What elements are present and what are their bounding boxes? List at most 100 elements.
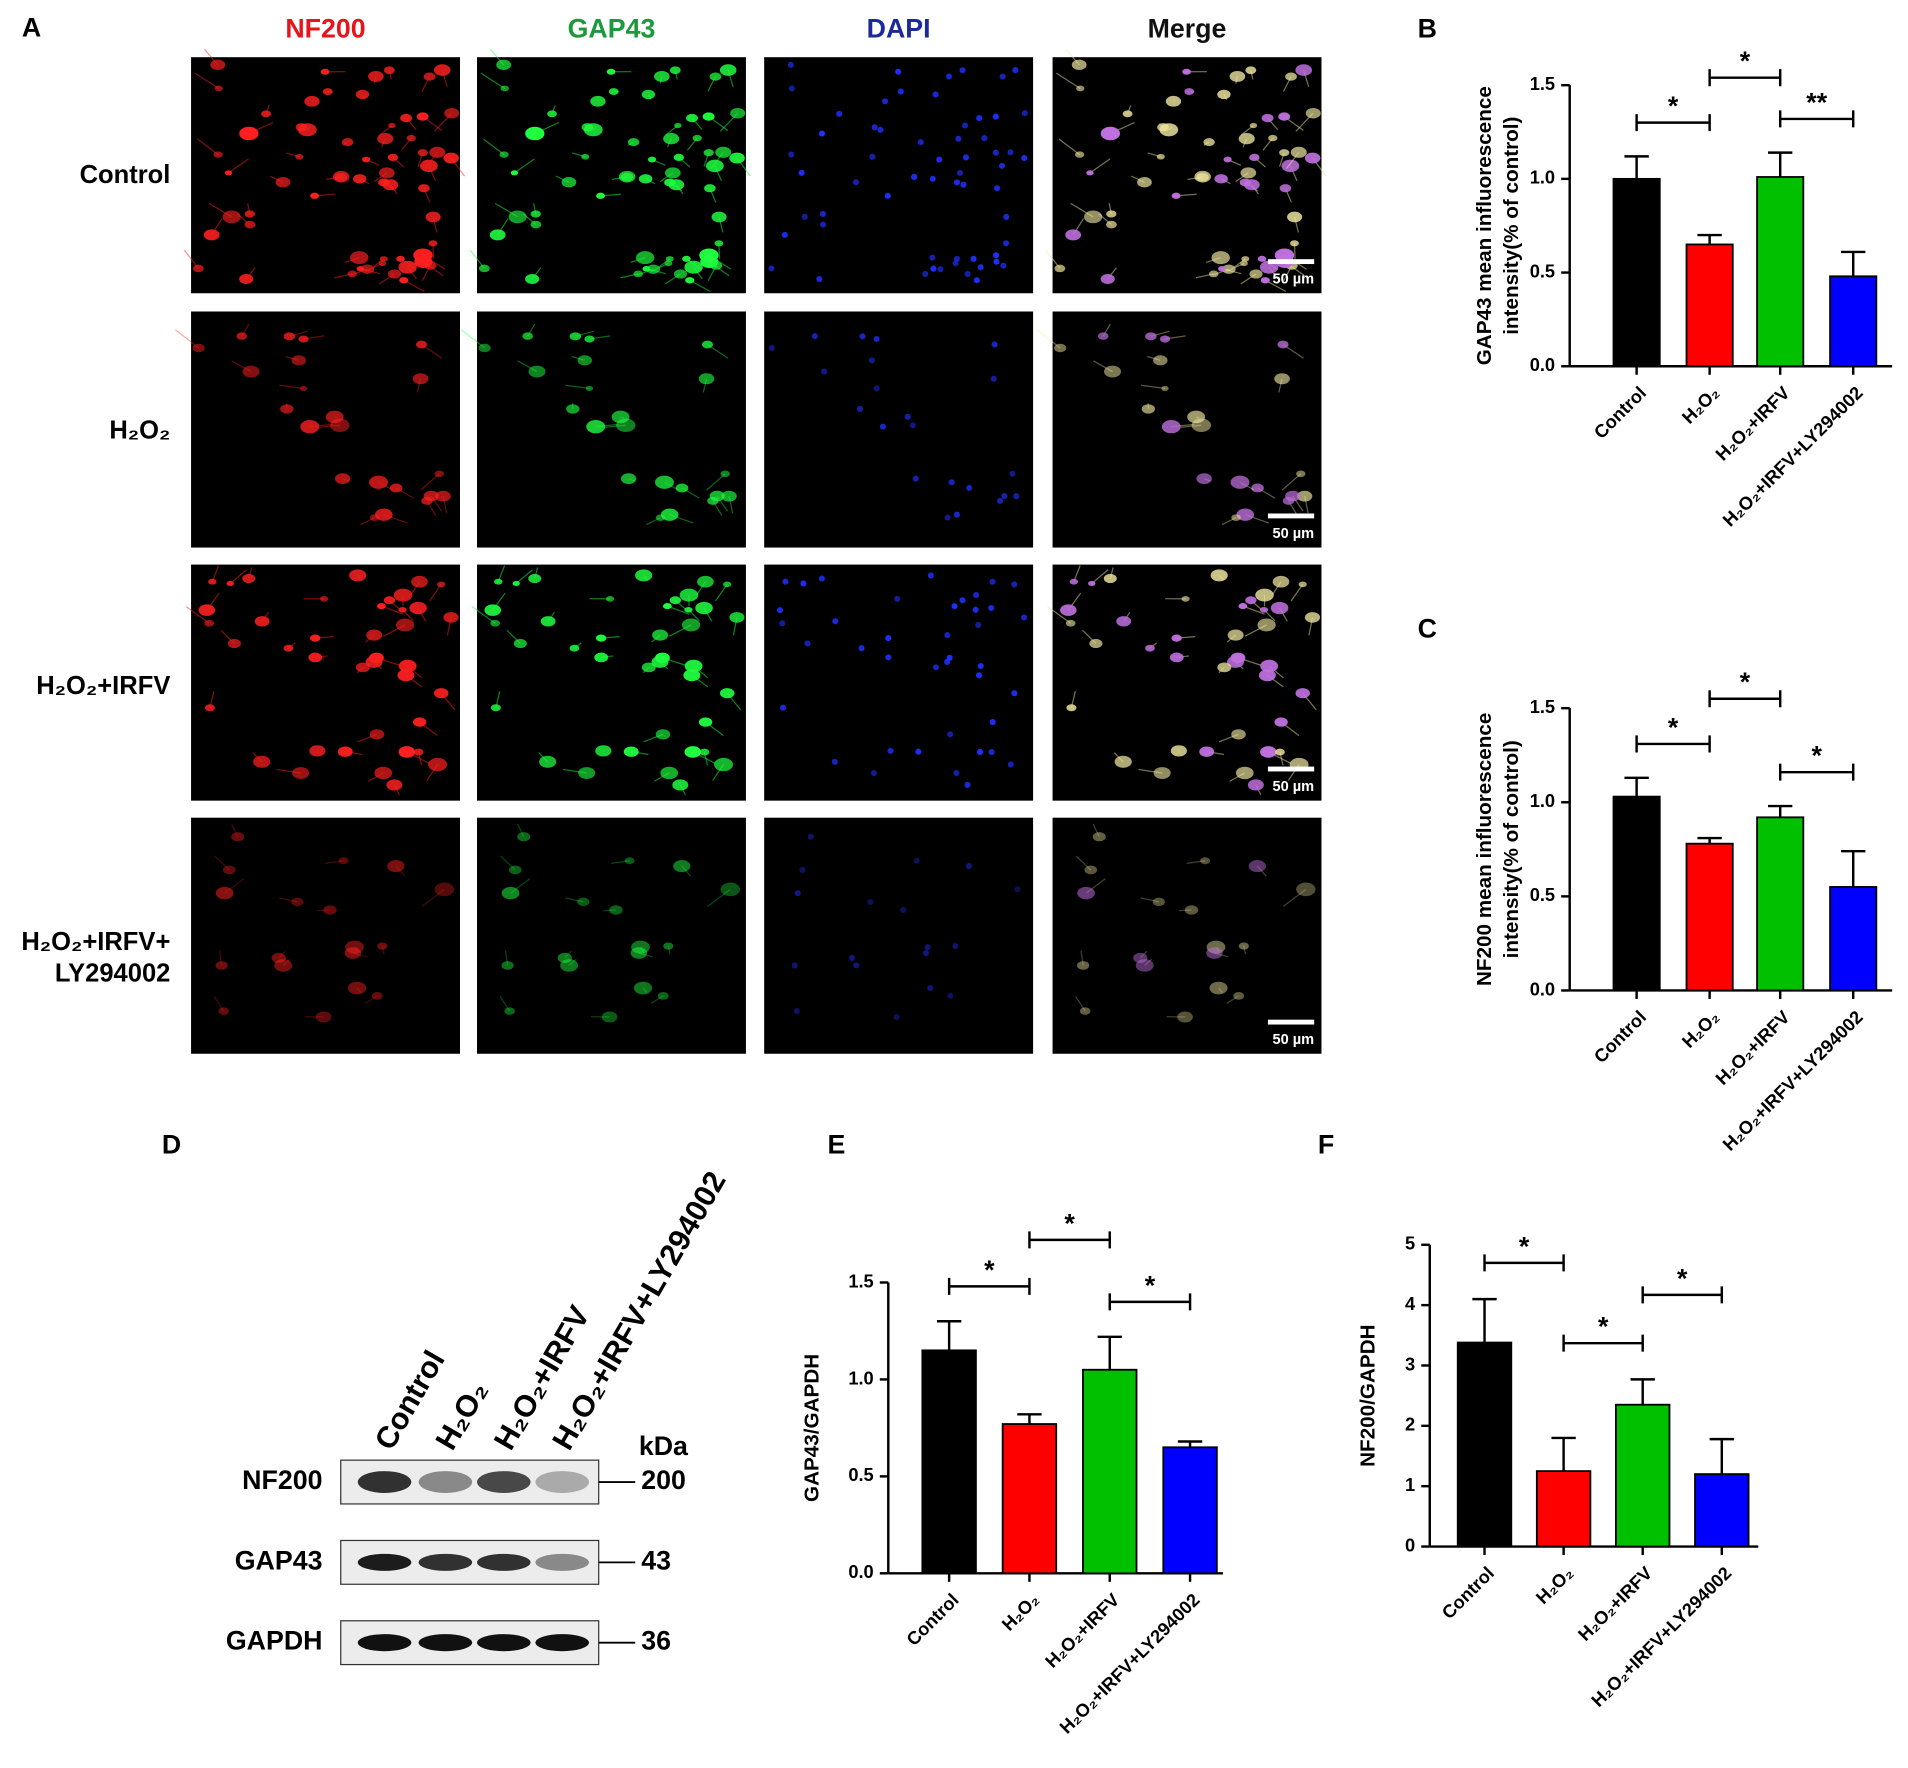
cell	[977, 662, 984, 670]
scale-bar-label: 50 µm	[1272, 1032, 1314, 1048]
cell	[936, 156, 943, 163]
cell	[283, 332, 296, 341]
cell	[684, 746, 702, 758]
cell	[389, 483, 403, 493]
band	[535, 1471, 589, 1494]
cell	[323, 905, 337, 915]
cell	[361, 156, 371, 163]
cell	[522, 332, 533, 340]
cell	[1251, 483, 1264, 493]
cell	[853, 179, 860, 186]
cell	[800, 580, 807, 587]
neurite	[483, 138, 505, 156]
cell	[1066, 704, 1077, 712]
cell	[788, 151, 795, 158]
significance-label: *	[1668, 712, 1679, 742]
cell	[1238, 942, 1249, 950]
band	[477, 1553, 531, 1571]
cell	[244, 210, 255, 218]
cell	[975, 672, 983, 679]
cell	[707, 496, 719, 505]
cell	[893, 1013, 900, 1021]
unit-label: kDa	[639, 1431, 689, 1461]
micrograph	[471, 564, 746, 801]
cell	[922, 270, 929, 277]
cell	[1054, 343, 1067, 353]
cell	[913, 857, 920, 864]
y-axis-label: NF200 mean influorescence	[1473, 713, 1496, 986]
cell	[674, 122, 682, 129]
cell	[641, 662, 656, 673]
cell	[858, 645, 865, 652]
cell	[409, 601, 427, 615]
cell	[304, 95, 320, 107]
neurite	[1080, 950, 1084, 966]
cell	[791, 962, 798, 969]
x-tick-label: H₂O₂+IRFV+LY294002	[1718, 1006, 1867, 1155]
neurite	[603, 909, 616, 912]
cell	[1282, 496, 1295, 505]
cell	[1065, 619, 1076, 627]
cell	[1270, 601, 1289, 615]
cell	[729, 612, 745, 623]
cell	[490, 704, 501, 712]
neurite	[278, 950, 286, 959]
x-tick-label: H₂O₂	[997, 1589, 1043, 1635]
cell	[517, 832, 531, 842]
y-tick-label: 0	[1405, 1534, 1415, 1555]
cell	[214, 85, 223, 92]
neurite	[214, 855, 230, 871]
significance-label: *	[1740, 46, 1751, 76]
cell	[594, 652, 609, 663]
cell	[793, 1008, 800, 1015]
neurite	[218, 950, 223, 966]
cell	[226, 580, 234, 587]
cell	[885, 654, 892, 661]
cell	[1279, 184, 1292, 193]
cell	[204, 619, 215, 627]
bar	[1756, 176, 1805, 368]
cell	[525, 126, 545, 141]
y-tick-label: 0.0	[848, 1561, 873, 1582]
cell	[962, 122, 969, 129]
cell	[490, 619, 500, 627]
cell	[1287, 211, 1303, 223]
cell	[1097, 332, 1109, 340]
cell	[213, 151, 223, 158]
cell	[581, 153, 590, 160]
cell	[818, 130, 826, 137]
cell	[411, 575, 428, 588]
cell	[1236, 508, 1255, 521]
cell	[578, 767, 596, 779]
cell	[291, 897, 304, 907]
cell	[1268, 134, 1278, 142]
cell	[586, 420, 606, 434]
column-header: Merge	[1148, 13, 1227, 43]
y-axis-label: intensity(% of control)	[1500, 740, 1523, 958]
cell	[787, 61, 794, 68]
error-bar	[1551, 1436, 1576, 1472]
cell	[801, 213, 808, 220]
cell	[976, 115, 983, 122]
cell	[434, 882, 455, 897]
cell	[1229, 70, 1246, 82]
cell	[224, 170, 233, 176]
panel-label: E	[827, 1129, 845, 1159]
significance-bracket	[1708, 690, 1782, 708]
cell	[665, 256, 674, 262]
cell	[239, 274, 254, 284]
cell	[704, 184, 716, 193]
cell	[973, 277, 980, 284]
cell	[423, 72, 436, 81]
cell	[1012, 67, 1019, 74]
x-tick-label: Control	[1589, 1006, 1650, 1067]
row-label: H₂O₂+IRFV+	[21, 928, 170, 956]
error-bar	[1624, 155, 1649, 179]
bar	[1082, 1368, 1138, 1575]
cell	[932, 91, 939, 98]
neurite	[175, 329, 200, 349]
panel-label: C	[1418, 613, 1437, 643]
x-tick-label: Control	[1437, 1562, 1498, 1623]
error-bar	[1177, 1440, 1203, 1448]
cell	[585, 385, 594, 392]
